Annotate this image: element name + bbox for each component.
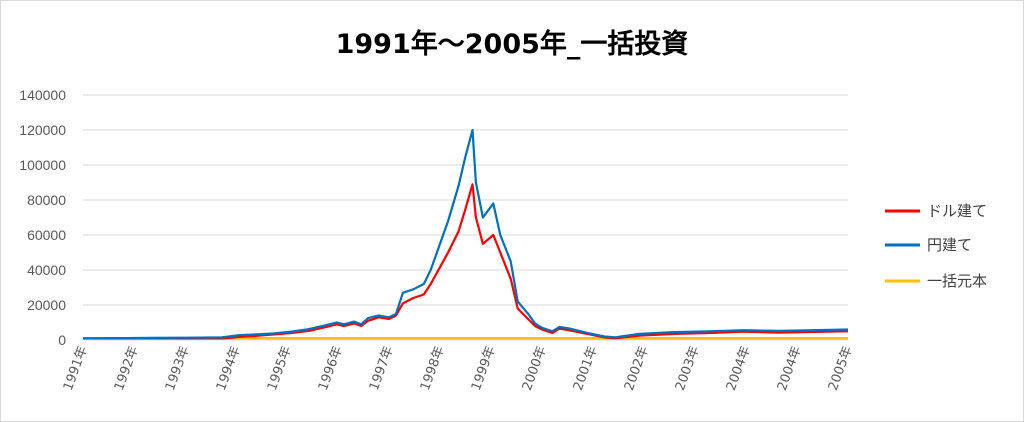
y-axis-ticks: 0 20000 40000 60000 80000 100000 120000 140000 <box>19 87 66 348</box>
x-tick-label: 2001年 <box>571 344 601 392</box>
gridlines <box>83 94 848 306</box>
y-tick-label: 40000 <box>27 262 66 278</box>
x-tick-label: 1999年 <box>469 344 499 392</box>
legend-label: ドル建て <box>927 202 987 220</box>
y-tick-label: 80000 <box>27 192 66 208</box>
x-axis-ticks: 1991年 1992年 1993年 1994年 1995年 1996年 1997年 1998年… <box>61 344 856 392</box>
y-tick-label: 60000 <box>27 227 66 243</box>
x-tick-label: 1997年 <box>367 344 397 392</box>
y-tick-label: 140000 <box>19 87 66 103</box>
y-tick-label: 100000 <box>19 157 66 173</box>
x-tick-label: 2004年 <box>775 344 805 392</box>
x-tick-label: 1993年 <box>163 344 193 392</box>
x-tick-label: 1991年 <box>61 344 91 392</box>
x-tick-label: 1994年 <box>214 344 244 392</box>
series-layer <box>82 128 849 341</box>
series-line-1 <box>82 128 849 340</box>
x-tick-label: 2003年 <box>673 344 703 392</box>
x-tick-label: 2004年 <box>724 344 754 392</box>
legend-label: 円建て <box>927 236 972 254</box>
x-tick-label: 2002年 <box>622 344 652 392</box>
x-tick-label: 2005年 <box>826 344 856 392</box>
x-tick-label: 1996年 <box>316 344 346 392</box>
x-tick-label: 1995年 <box>265 344 295 392</box>
y-tick-label: 120000 <box>19 122 66 138</box>
series-line-0 <box>82 183 849 341</box>
x-tick-label: 2000年 <box>520 344 550 392</box>
chart-title: 1991年～2005年_一括投資 <box>335 29 689 60</box>
y-tick-label: 20000 <box>27 297 66 313</box>
x-tick-label: 1998年 <box>418 344 448 392</box>
x-tick-label: 1992年 <box>112 344 142 392</box>
y-tick-label: 0 <box>58 332 66 348</box>
legend-label: 一括元本 <box>927 272 987 290</box>
